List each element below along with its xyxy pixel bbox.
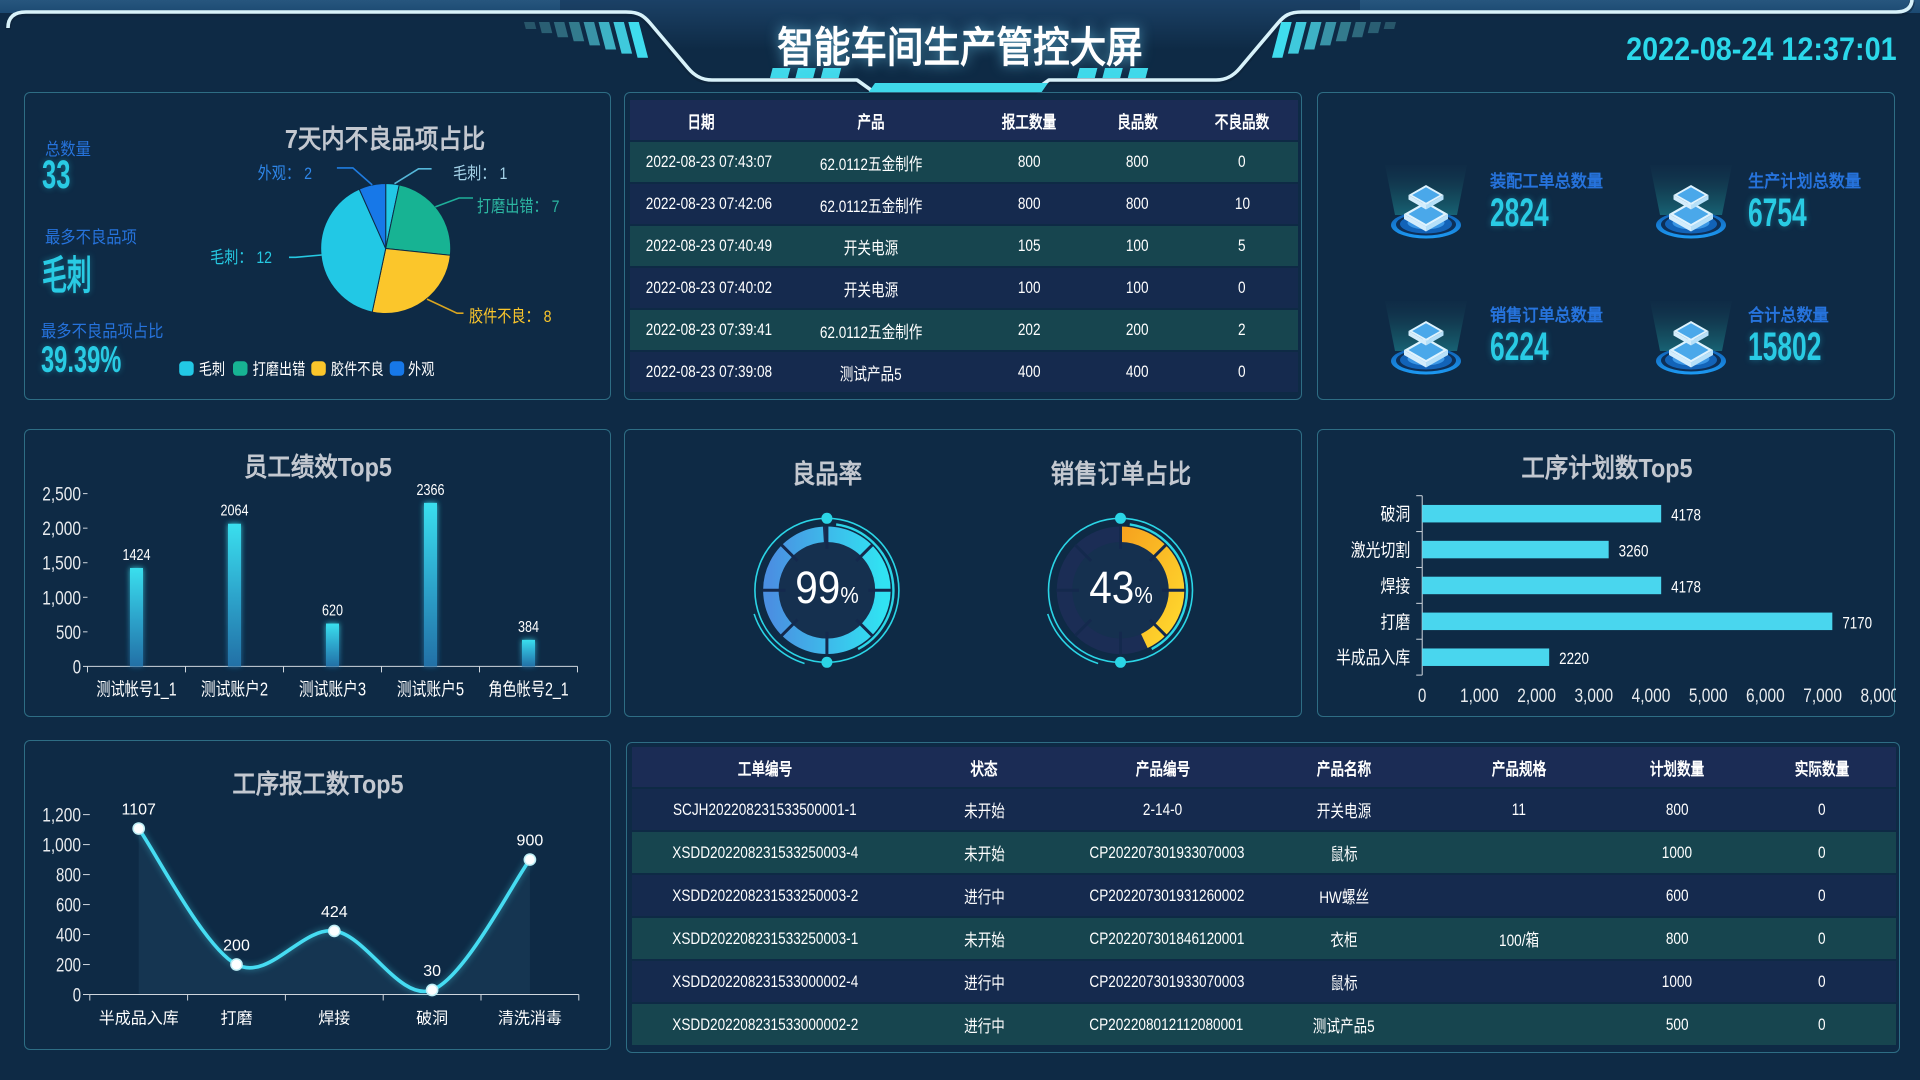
svg-text:角色帐号2_1: 角色帐号2_1 <box>488 679 568 700</box>
svg-text:1,000: 1,000 <box>1460 686 1499 707</box>
svg-text:激光切割: 激光切割 <box>1351 541 1410 561</box>
svg-text:4178: 4178 <box>1671 577 1701 596</box>
svg-text:焊接: 焊接 <box>1381 576 1411 596</box>
svg-text:2366: 2366 <box>417 482 445 499</box>
svg-text:2,500: 2,500 <box>42 485 81 506</box>
svg-text:2,000: 2,000 <box>42 519 81 540</box>
svg-text:打磨: 打磨 <box>1381 612 1411 632</box>
svg-text:测试帐号1_1: 测试帐号1_1 <box>96 679 176 700</box>
svg-text:3260: 3260 <box>1619 542 1649 561</box>
svg-text:6,000: 6,000 <box>1746 686 1785 707</box>
svg-text:半成品入库: 半成品入库 <box>1336 648 1410 668</box>
svg-text:30: 30 <box>423 963 441 980</box>
svg-text:1,200: 1,200 <box>42 806 81 827</box>
svg-text:5,000: 5,000 <box>1689 686 1728 707</box>
svg-text:胶件不良： 8: 胶件不良： 8 <box>469 307 551 326</box>
svg-text:测试账户3: 测试账户3 <box>299 679 366 699</box>
svg-text:7,000: 7,000 <box>1803 686 1842 707</box>
svg-text:600: 600 <box>56 896 81 917</box>
svg-text:0: 0 <box>73 986 81 1007</box>
svg-text:900: 900 <box>517 833 544 850</box>
svg-text:8,000: 8,000 <box>1860 686 1896 707</box>
svg-text:1,000: 1,000 <box>42 836 81 857</box>
svg-text:毛刺: 毛刺 <box>199 360 225 378</box>
svg-text:毛刺： 1: 毛刺： 1 <box>453 164 507 183</box>
svg-text:破洞: 破洞 <box>1381 505 1411 525</box>
svg-text:打磨出错： 7: 打磨出错： 7 <box>477 197 559 216</box>
svg-text:7170: 7170 <box>1842 613 1872 632</box>
svg-text:2220: 2220 <box>1559 649 1589 668</box>
svg-text:400: 400 <box>56 926 81 947</box>
svg-text:2,000: 2,000 <box>1517 686 1556 707</box>
svg-text:胶件不良: 胶件不良 <box>331 360 384 378</box>
svg-text:外观: 外观 <box>408 360 434 378</box>
svg-text:3,000: 3,000 <box>1574 686 1613 707</box>
svg-text:500: 500 <box>56 623 81 644</box>
svg-text:4178: 4178 <box>1671 506 1701 525</box>
svg-text:800: 800 <box>56 866 81 887</box>
svg-text:1424: 1424 <box>123 547 151 564</box>
svg-text:半成品入库: 半成品入库 <box>99 1010 179 1028</box>
svg-text:200: 200 <box>56 956 81 977</box>
svg-text:1107: 1107 <box>121 802 156 819</box>
svg-text:焊接: 焊接 <box>318 1010 350 1028</box>
svg-text:1,500: 1,500 <box>42 554 81 575</box>
svg-text:1,000: 1,000 <box>42 588 81 609</box>
svg-text:200: 200 <box>223 938 250 955</box>
svg-text:外观： 2: 外观： 2 <box>258 164 312 183</box>
svg-text:424: 424 <box>321 904 348 921</box>
svg-text:0: 0 <box>73 657 81 678</box>
svg-text:4,000: 4,000 <box>1632 686 1671 707</box>
svg-text:2064: 2064 <box>221 503 249 520</box>
svg-text:清洗消毒: 清洗消毒 <box>498 1010 562 1028</box>
svg-text:测试账户2: 测试账户2 <box>201 679 268 699</box>
svg-text:384: 384 <box>518 619 539 636</box>
svg-text:打磨出错: 打磨出错 <box>253 360 306 378</box>
svg-text:0: 0 <box>1418 686 1426 707</box>
svg-text:测试账户5: 测试账户5 <box>397 679 464 699</box>
svg-text:毛刺： 12: 毛刺： 12 <box>210 248 272 267</box>
svg-text:破洞: 破洞 <box>416 1010 448 1028</box>
svg-text:620: 620 <box>322 603 343 620</box>
svg-text:打磨: 打磨 <box>220 1010 252 1028</box>
